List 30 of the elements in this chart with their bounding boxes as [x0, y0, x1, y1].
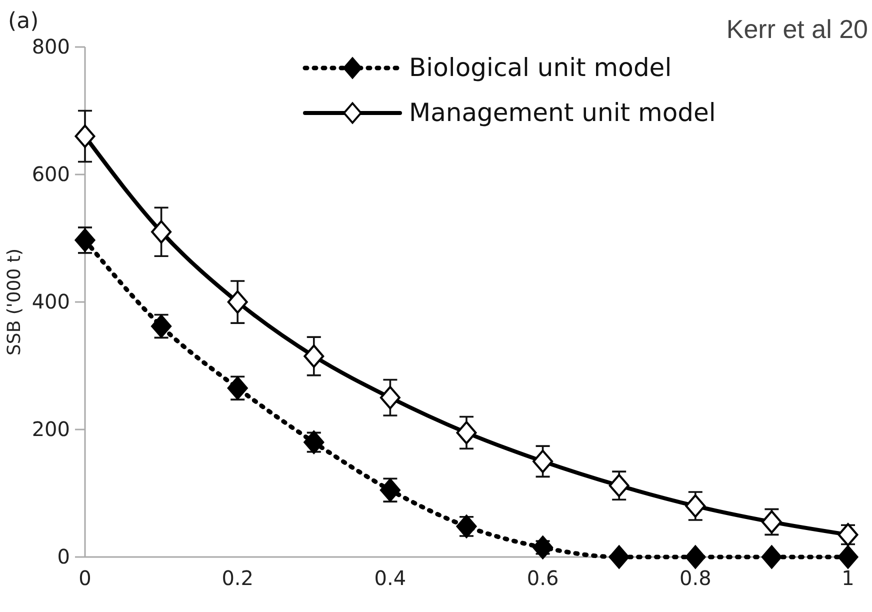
y-tick-label: 800: [32, 34, 70, 58]
x-tick-label: 1: [842, 566, 854, 590]
point: [685, 545, 706, 569]
x-tick-label: 0.4: [374, 566, 406, 590]
y-tick-label: 200: [32, 416, 70, 441]
point: [227, 290, 248, 314]
point: [380, 386, 400, 410]
point: [532, 536, 553, 560]
point: [74, 228, 96, 252]
point: [532, 450, 553, 473]
y-tick-label: 600: [32, 162, 70, 186]
point: [456, 421, 477, 444]
point: [685, 494, 706, 518]
point: [762, 545, 782, 569]
text: (a): [8, 9, 39, 34]
point: [151, 220, 172, 244]
x-tick-label: 0: [78, 566, 92, 590]
legend-label: Management unit model: [409, 98, 716, 127]
point: [304, 344, 324, 368]
y-tick-label: 400: [32, 289, 70, 314]
x-tick-label: 0.8: [679, 566, 712, 590]
legend-label: Biological unit model: [409, 53, 672, 82]
text: Kerr et al 20: [726, 14, 868, 44]
y-tick-label: 0: [57, 544, 70, 568]
x-tick-label: 0.2: [222, 566, 254, 590]
point: [608, 545, 630, 569]
point: [608, 474, 630, 498]
point: [838, 545, 858, 569]
y-axis-title: SSB ('000 t): [4, 248, 25, 356]
x-tick-label: 0.6: [526, 566, 559, 590]
